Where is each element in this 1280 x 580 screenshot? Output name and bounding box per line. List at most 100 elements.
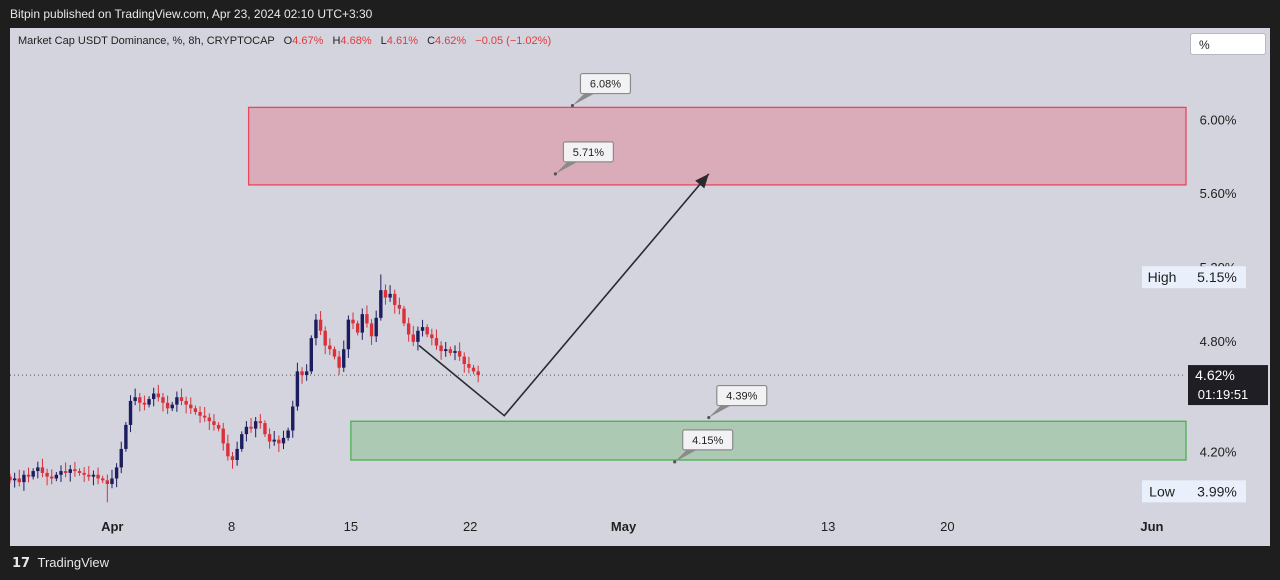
candle[interactable] [397,297,402,315]
candle[interactable] [151,387,156,407]
candle[interactable] [318,311,323,336]
candle[interactable] [309,335,314,375]
candle[interactable] [77,468,82,476]
candle[interactable] [300,367,304,384]
candle[interactable] [411,325,415,347]
candle[interactable] [291,400,295,438]
candle[interactable] [272,431,276,446]
candle[interactable] [54,472,59,482]
candle[interactable] [96,467,100,485]
candle[interactable] [374,310,378,343]
candle[interactable] [198,406,202,423]
candle[interactable] [244,421,249,442]
candle[interactable] [230,452,235,469]
candle[interactable] [156,384,161,402]
candle[interactable] [63,462,68,478]
candle[interactable] [304,364,309,381]
candle[interactable] [101,475,105,484]
candle[interactable] [170,401,174,412]
candle[interactable] [142,395,147,411]
candle[interactable] [332,346,337,360]
candle[interactable] [425,324,429,338]
candle[interactable] [453,345,457,361]
candle[interactable] [82,467,86,482]
candle[interactable] [31,468,35,480]
candle[interactable] [457,342,462,361]
candle[interactable] [110,469,114,489]
candle[interactable] [73,462,77,477]
candle[interactable] [462,352,466,373]
candle[interactable] [448,346,453,356]
candle[interactable] [388,285,392,302]
candle[interactable] [105,474,110,503]
candle[interactable] [161,392,165,412]
price-callout-1[interactable]: 5.71% [553,141,614,176]
candle[interactable] [138,392,142,412]
candle[interactable] [471,364,476,375]
candle[interactable] [128,395,133,433]
candle[interactable] [444,342,448,357]
candle[interactable] [12,472,17,488]
candle[interactable] [393,289,397,314]
candle[interactable] [22,470,26,491]
candle[interactable] [50,469,54,485]
resistance-zone[interactable] [247,106,1187,186]
candle[interactable] [430,328,434,346]
candle[interactable] [193,405,198,415]
candle[interactable] [420,319,425,337]
candle[interactable] [369,319,374,345]
candle[interactable] [59,465,63,482]
candle[interactable] [402,305,406,327]
candle[interactable] [328,338,332,355]
candle[interactable] [175,391,179,412]
candle[interactable] [87,466,91,481]
candle[interactable] [221,422,225,451]
candle[interactable] [91,470,96,486]
candle[interactable] [119,441,123,474]
candle[interactable] [360,308,364,340]
candle[interactable] [36,461,40,479]
candle[interactable] [40,458,45,478]
candle[interactable] [226,434,230,461]
price-callout-0[interactable]: 6.08% [570,72,632,108]
candle[interactable] [281,430,286,450]
candle[interactable] [277,435,281,453]
candle[interactable] [267,428,272,449]
candle[interactable] [406,317,411,342]
candle[interactable] [342,340,346,372]
candle[interactable] [124,422,128,452]
candle[interactable] [10,473,12,484]
candle[interactable] [439,341,443,360]
candle[interactable] [165,395,170,415]
candle[interactable] [133,388,137,406]
candle[interactable] [286,427,290,441]
candle[interactable] [184,396,188,414]
candle[interactable] [114,463,119,488]
candle[interactable] [346,315,351,358]
candle[interactable] [263,420,267,437]
candle[interactable] [17,469,21,487]
candle[interactable] [249,418,253,433]
candle[interactable] [212,414,216,431]
candle[interactable] [323,326,327,355]
candle[interactable] [26,467,31,483]
candle[interactable] [351,312,355,330]
price-callout-2[interactable]: 4.39% [707,384,768,420]
candle[interactable] [467,356,471,374]
candle[interactable] [383,284,388,305]
candle[interactable] [240,431,244,452]
candle[interactable] [476,365,480,383]
candle[interactable] [202,407,207,422]
candle[interactable] [216,422,221,432]
candle[interactable] [416,326,420,351]
price-scale-unit-button[interactable]: % [1190,33,1266,55]
candle[interactable] [189,397,193,415]
candle[interactable] [365,305,369,328]
price-chart[interactable]: 6.40%6.00%5.60%5.20%4.80%4.20% Apr81522M… [10,28,1270,546]
candle[interactable] [207,413,212,430]
candle[interactable] [68,464,72,482]
price-callout-3[interactable]: 4.15% [673,429,734,464]
candle[interactable] [235,441,239,466]
chart-frame[interactable]: 6.40%6.00%5.60%5.20%4.80%4.20% Apr81522M… [10,28,1270,546]
candle[interactable] [295,362,300,411]
